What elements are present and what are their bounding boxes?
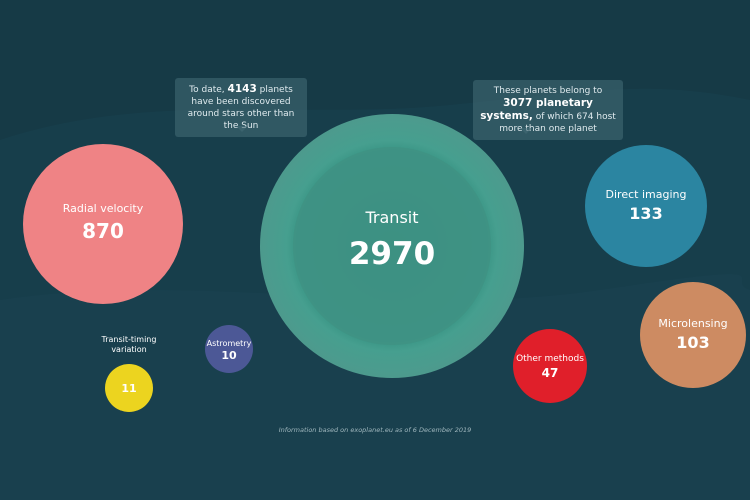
callout-left-pre: To date, [189,85,228,95]
callout-right-number: 3077 planetary systems, [480,97,593,122]
callout-left-pointer [236,126,248,132]
bubble-microlensing [640,282,746,388]
bubble-radial-velocity [23,144,183,304]
bubble-label-radial-velocity: Radial velocity [63,202,144,215]
bubbles: Transit 2970 Radial velocity 870 Direct imag… [23,114,746,412]
bubble-label-transit-timing-variation: Transit-timing variation [101,335,157,354]
bubble-transit-core [293,147,491,345]
bubble-label-transit: Transit [365,208,419,227]
bubble-label-other-methods: Other methods [516,354,584,364]
bubble-other-methods [513,329,587,403]
callout-right-post: of which 674 host more than one planet [499,112,616,134]
bubble-astrometry [205,325,253,373]
bubble-value-transit: 2970 [349,236,435,272]
bubble-value-radial-velocity: 870 [82,219,124,243]
bubble-value-microlensing: 103 [676,333,709,352]
callout-left-number: 4143 [227,83,257,95]
bubble-value-transit-timing-variation: 11 [121,382,136,395]
bubble-value-direct-imaging: 133 [629,204,662,223]
bubble-label-astrometry: Astrometry [207,339,252,348]
bubble-value-other-methods: 47 [542,366,559,380]
bubble-label-microlensing: Microlensing [658,317,727,330]
bubble-label-direct-imaging: Direct imaging [606,188,687,201]
bubble-direct-imaging [585,145,707,267]
callout-planetary-systems: These planets belong to 3077 planetary s… [473,80,623,140]
footnote: Information based on exoplanet.eu as of … [278,426,472,434]
bubble-value-astrometry: 10 [221,349,237,362]
callout-right-pre: These planets belong to [493,86,603,96]
bubble-transit-timing-variation [105,364,153,412]
callout-right-pointer [520,128,532,134]
